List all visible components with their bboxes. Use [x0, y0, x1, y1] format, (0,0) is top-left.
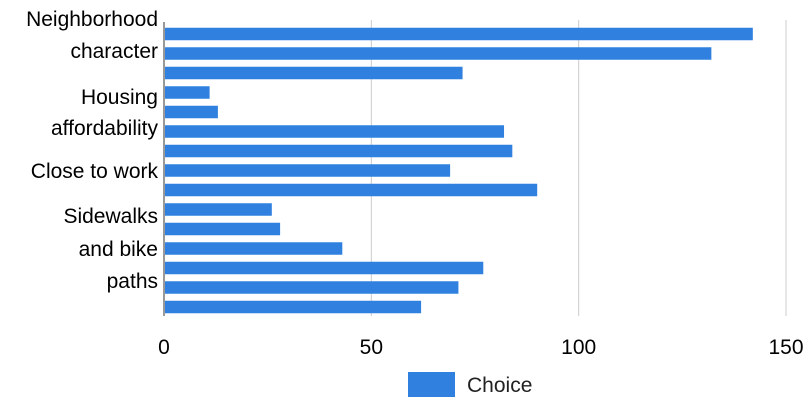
- bar-3: [165, 66, 463, 80]
- category-labels: Neighborhood character Housing affordabi…: [26, 8, 158, 293]
- bar-series: [165, 27, 753, 314]
- bar-14: [165, 281, 459, 294]
- legend: Choice: [408, 372, 532, 397]
- bar-8: [165, 164, 451, 177]
- bar-10: [165, 203, 272, 216]
- category-label-neighborhood-line1: Neighborhood: [26, 8, 158, 31]
- category-label-sidewalks-line1: Sidewalks: [63, 205, 158, 228]
- category-label-neighborhood-line2: character: [70, 40, 158, 63]
- bar-1: [165, 27, 753, 41]
- x-tick-label-0: 0: [158, 336, 170, 359]
- category-label-housing-line1: Housing: [81, 86, 158, 109]
- x-tick-label-100: 100: [561, 336, 596, 359]
- bar-4: [165, 86, 210, 99]
- legend-swatch-choice: [408, 372, 455, 397]
- category-label-work-line1: Close to work: [31, 160, 159, 183]
- bar-12: [165, 242, 343, 255]
- bar-13: [165, 261, 484, 275]
- bar-5: [165, 105, 218, 119]
- bar-11: [165, 222, 281, 236]
- bar-6: [165, 125, 505, 138]
- category-label-sidewalks-line3: paths: [107, 270, 158, 293]
- bar-15: [165, 300, 422, 314]
- category-label-housing-line2: affordability: [51, 117, 159, 140]
- x-axis-ticks: 0 50 100 150: [158, 336, 803, 359]
- legend-label-choice: Choice: [467, 374, 532, 397]
- bar-9: [165, 183, 538, 197]
- bar-7: [165, 144, 513, 158]
- x-tick-label-50: 50: [360, 336, 383, 359]
- x-tick-label-150: 150: [768, 336, 803, 359]
- bar-2: [165, 47, 712, 60]
- category-label-sidewalks-line2: and bike: [79, 238, 158, 261]
